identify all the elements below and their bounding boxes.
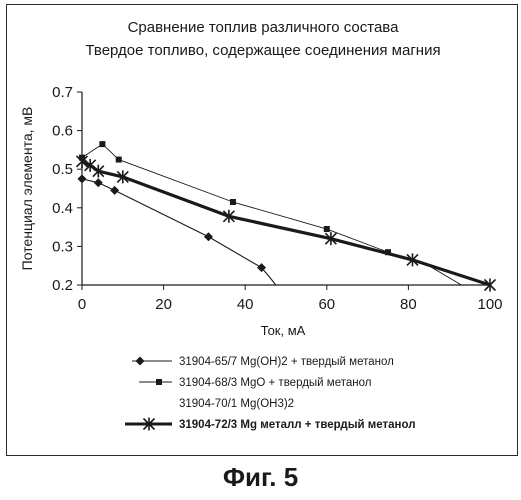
chart: Сравнение топлив различного состава Тверд… (7, 5, 519, 457)
legend-entry-2: 31904-68/3 MgO + твердый метанол (179, 377, 371, 389)
legend-text-part: 31904-65/7 (179, 356, 237, 368)
legend-entry-4: 31904-72/3 Mg металл + твердый метанол (179, 419, 416, 431)
legend-text-part: + твердый метанол (288, 356, 394, 368)
legend-text-part: MgO (237, 377, 265, 389)
legend-entry-1: 31904-65/7 Mg(OH)2 + твердый метанол (179, 356, 394, 368)
y-tick-label: 0.4 (52, 200, 73, 217)
y-tick-label: 0.5 (52, 161, 73, 178)
y-tick-label: 0.3 (52, 238, 73, 255)
chart-title-line: Сравнение топлив различного состава (128, 19, 400, 36)
y-tick-label: 0.2 (52, 277, 73, 294)
x-tick-label: 100 (477, 296, 502, 313)
data-point-1 (78, 174, 87, 183)
data-point-1 (204, 232, 213, 241)
x-tick-label: 0 (78, 296, 86, 313)
x-tick-label: 80 (400, 296, 417, 313)
data-point-1 (94, 178, 103, 187)
chart-frame: Сравнение топлив различного состава Тверд… (6, 4, 518, 456)
legend-entry-3: 31904-70/1 Mg(OH3)2 (179, 398, 294, 410)
series-line-1 (82, 179, 262, 268)
legend-text-part: металл + твердый метанол (257, 419, 416, 431)
series-tail-1 (262, 268, 276, 285)
series-line-4 (82, 161, 490, 285)
legend-marker-2 (156, 379, 162, 385)
data-point-2 (116, 157, 122, 163)
legend-text-part: + твердый метанол (265, 377, 371, 389)
legend-text-part: 31904-72/3 (179, 419, 237, 431)
legend-text-part: Mg (237, 419, 257, 431)
legend-text-part: 31904-68/3 (179, 377, 237, 389)
legend-text-part: Mg(OH)2 (237, 356, 287, 368)
legend-marker-1 (136, 357, 145, 366)
x-tick-label: 40 (237, 296, 254, 313)
data-point-2 (230, 199, 236, 205)
x-tick-label: 60 (318, 296, 335, 313)
series-line-2 (82, 144, 388, 252)
figure-caption: Фиг. 5 (0, 462, 521, 493)
chart-title-line: Твердое топливо, содержащее соединения м… (85, 42, 440, 59)
data-point-1 (110, 186, 119, 195)
data-point-2 (99, 141, 105, 147)
x-axis-label: Ток, мА (261, 323, 306, 338)
y-tick-label: 0.7 (52, 84, 73, 101)
y-tick-label: 0.6 (52, 123, 73, 140)
data-point-2 (324, 226, 330, 232)
legend-text-part: Mg(OH3)2 (237, 398, 294, 410)
x-tick-label: 20 (155, 296, 172, 313)
y-axis-label: Потенциал элемента, мВ (19, 107, 35, 271)
legend-text-part: 31904-70/1 (179, 398, 237, 410)
